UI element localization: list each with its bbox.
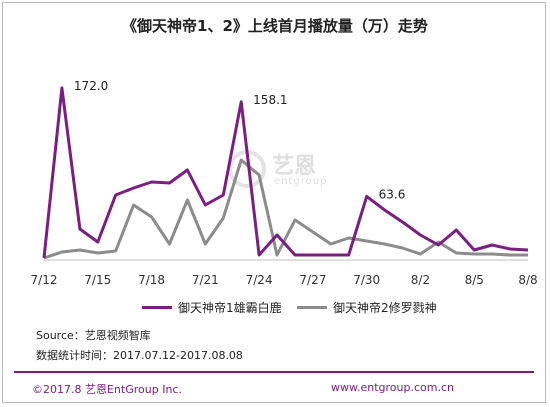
data-label: 63.6 (379, 187, 406, 201)
period-note: 数据统计时间：2017.07.12-2017.08.08 (36, 349, 243, 362)
legend-swatch-series-2 (297, 306, 327, 309)
x-tick-label: 8/2 (411, 273, 430, 287)
website-link[interactable]: www.entgroup.com.cn (331, 381, 454, 394)
x-tick-label: 7/27 (299, 273, 326, 287)
x-tick-label: 7/30 (353, 273, 380, 287)
x-tick-label: 7/18 (138, 273, 165, 287)
x-tick-label: 7/21 (192, 273, 219, 287)
legend-swatch-series-1 (142, 306, 172, 309)
chart-frame (2, 2, 546, 403)
legend-item-series-1: 御天神帝1雄霸白鹿 (142, 299, 282, 316)
series-line-2 (43, 158, 528, 260)
x-tick-label: 8/5 (465, 273, 484, 287)
x-tick-label: 8/8 (518, 273, 537, 287)
watermark-en-text: entgroup (274, 176, 328, 187)
data-label: 172.0 (74, 79, 108, 93)
legend-label-series-1: 御天神帝1雄霸白鹿 (178, 301, 282, 315)
x-tick-label: 7/24 (246, 273, 273, 287)
x-tick-label: 7/12 (31, 273, 58, 287)
legend-item-series-2: 御天神帝2修罗戮神 (297, 299, 437, 316)
data-label: 158.1 (253, 93, 287, 107)
chart-title: 《御天神帝1、2》上线首月播放量（万）走势 (122, 17, 428, 35)
x-tick-label: 7/15 (84, 273, 111, 287)
footer-divider (14, 371, 534, 373)
source-note: Source：艺恩视频智库 (36, 329, 151, 342)
series-line-1 (42, 86, 529, 259)
watermark-cn-text: 艺恩 (272, 154, 317, 179)
chart-legend: 御天神帝1雄霸白鹿 御天神帝2修罗戮神 (0, 299, 550, 319)
copyright-text: ©2017.8 艺恩EntGroup Inc. (32, 383, 182, 396)
legend-label-series-2: 御天神帝2修罗戮神 (333, 301, 437, 315)
